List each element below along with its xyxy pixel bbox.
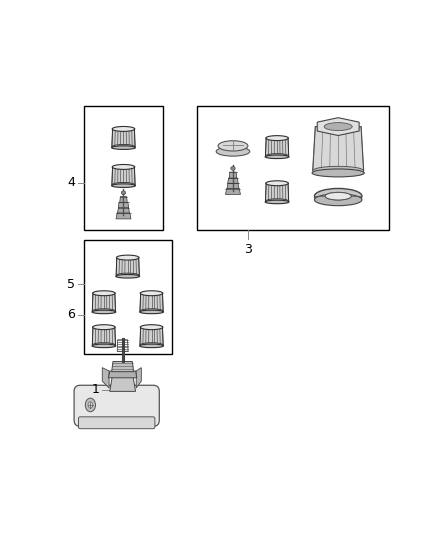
Ellipse shape	[92, 343, 115, 347]
Ellipse shape	[265, 155, 289, 159]
Polygon shape	[140, 293, 163, 311]
Text: 5: 5	[67, 278, 75, 291]
Polygon shape	[116, 257, 139, 276]
Polygon shape	[140, 327, 163, 345]
Ellipse shape	[140, 309, 163, 313]
Ellipse shape	[266, 181, 288, 185]
Ellipse shape	[140, 343, 163, 347]
Polygon shape	[110, 376, 135, 391]
Ellipse shape	[117, 255, 139, 260]
Polygon shape	[265, 138, 289, 156]
Ellipse shape	[92, 291, 115, 296]
Polygon shape	[112, 361, 134, 372]
Ellipse shape	[140, 325, 163, 329]
FancyBboxPatch shape	[78, 417, 155, 429]
Ellipse shape	[265, 200, 289, 204]
Ellipse shape	[218, 141, 248, 151]
Polygon shape	[265, 183, 289, 201]
Text: 3: 3	[244, 243, 252, 256]
Polygon shape	[92, 327, 116, 345]
Ellipse shape	[85, 398, 95, 411]
Ellipse shape	[92, 344, 116, 348]
Text: 1: 1	[92, 383, 99, 396]
Polygon shape	[226, 189, 240, 195]
Ellipse shape	[140, 291, 163, 296]
Ellipse shape	[266, 154, 288, 158]
Polygon shape	[227, 183, 239, 189]
Polygon shape	[229, 172, 237, 178]
Ellipse shape	[314, 194, 362, 206]
Polygon shape	[92, 293, 116, 311]
Ellipse shape	[266, 199, 288, 203]
Polygon shape	[118, 203, 129, 208]
Ellipse shape	[312, 169, 364, 177]
Ellipse shape	[92, 310, 116, 314]
Polygon shape	[112, 129, 135, 147]
Polygon shape	[102, 368, 109, 388]
Ellipse shape	[140, 344, 163, 348]
Polygon shape	[313, 127, 364, 171]
Ellipse shape	[266, 135, 288, 141]
Bar	[84, 240, 172, 354]
Polygon shape	[109, 371, 137, 378]
Ellipse shape	[88, 402, 93, 408]
Ellipse shape	[112, 146, 135, 149]
Ellipse shape	[324, 123, 352, 131]
Ellipse shape	[112, 144, 135, 149]
Ellipse shape	[121, 191, 126, 195]
Text: 6: 6	[67, 309, 75, 321]
Polygon shape	[136, 368, 141, 388]
Bar	[84, 106, 163, 230]
Polygon shape	[120, 197, 127, 203]
Text: 4: 4	[67, 176, 75, 189]
Polygon shape	[228, 178, 238, 183]
Ellipse shape	[112, 184, 135, 188]
Ellipse shape	[231, 166, 235, 170]
Polygon shape	[117, 208, 130, 213]
Ellipse shape	[112, 165, 135, 169]
Ellipse shape	[117, 273, 139, 278]
Ellipse shape	[314, 189, 362, 204]
Ellipse shape	[216, 147, 250, 156]
Ellipse shape	[112, 126, 135, 132]
Ellipse shape	[92, 309, 115, 313]
Ellipse shape	[112, 182, 135, 187]
Polygon shape	[116, 213, 131, 219]
Ellipse shape	[140, 310, 163, 314]
FancyBboxPatch shape	[74, 385, 159, 426]
Bar	[197, 106, 389, 230]
Ellipse shape	[116, 274, 140, 278]
Ellipse shape	[313, 166, 364, 175]
Ellipse shape	[325, 192, 351, 200]
Polygon shape	[112, 167, 135, 184]
Polygon shape	[317, 118, 359, 135]
Ellipse shape	[92, 325, 115, 329]
Ellipse shape	[325, 192, 351, 200]
